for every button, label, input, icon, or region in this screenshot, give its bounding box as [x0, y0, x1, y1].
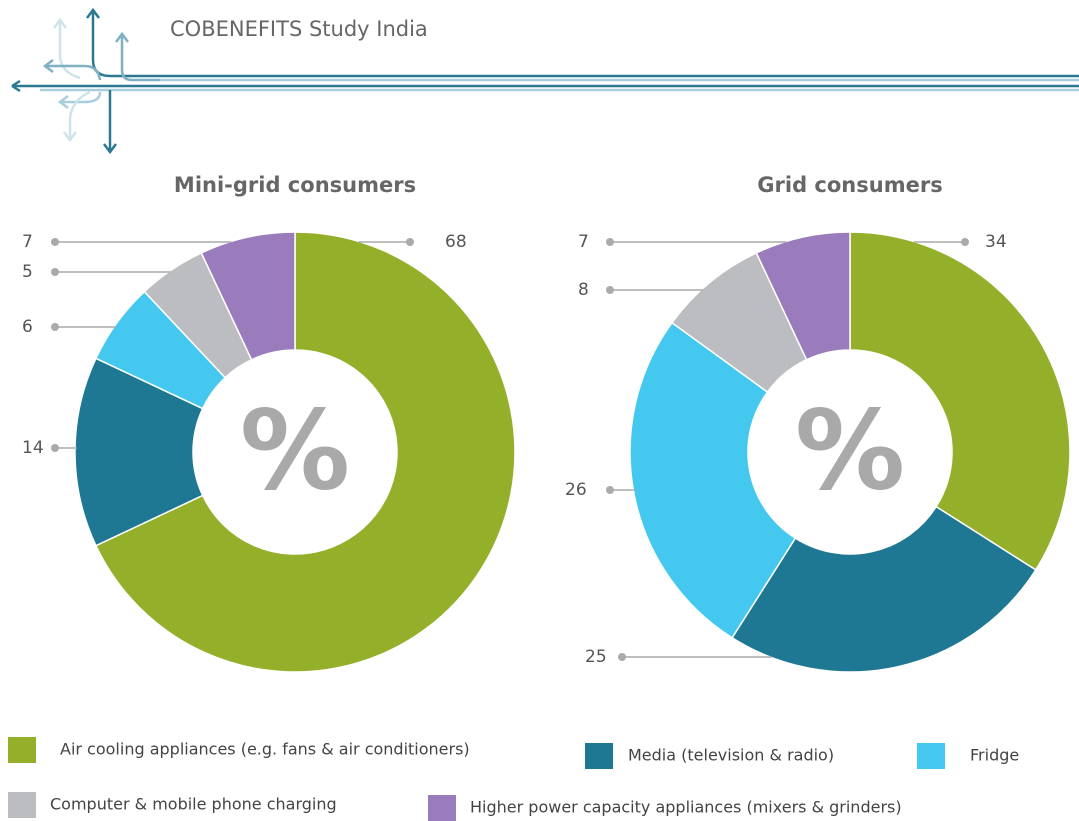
leader-dot — [618, 653, 626, 661]
data-label: 26 — [565, 480, 587, 500]
header-title: COBENEFITS Study India — [170, 17, 428, 41]
legend-label: Air cooling appliances (e.g. fans & air … — [60, 740, 470, 759]
donut-slice — [849, 231, 1071, 571]
data-label: 14 — [22, 438, 44, 458]
center-label: % — [240, 386, 350, 514]
chart-title: Grid consumers — [757, 173, 942, 197]
legend-swatch — [428, 795, 456, 821]
data-label: 8 — [578, 280, 589, 300]
legend-label: Computer & mobile phone charging — [50, 795, 337, 814]
leader-dot — [606, 486, 614, 494]
donut-slice — [731, 505, 1037, 673]
leader-dot — [606, 286, 614, 294]
leader-dot — [51, 323, 59, 331]
legend-swatch — [8, 737, 36, 763]
legend-label: Higher power capacity appliances (mixers… — [470, 798, 902, 817]
donut-slice — [629, 321, 797, 639]
leader-dot — [51, 238, 59, 246]
center-label: % — [795, 386, 905, 514]
data-label: 7 — [22, 232, 33, 252]
leader-dot — [961, 238, 969, 246]
legend-label: Fridge — [970, 746, 1019, 765]
leader-dot — [51, 268, 59, 276]
legend-swatch — [8, 792, 36, 818]
legend-label: Media (television & radio) — [628, 746, 834, 765]
leader-dot — [606, 238, 614, 246]
logo — [11, 7, 1079, 155]
data-label: 6 — [22, 317, 33, 337]
data-label: 34 — [985, 232, 1007, 252]
donut-slice — [74, 357, 204, 547]
leader-dot — [51, 444, 59, 452]
leader-dot — [406, 238, 414, 246]
donut-slice — [94, 231, 516, 673]
legend-swatch — [585, 743, 613, 769]
data-label: 25 — [585, 647, 607, 667]
legend-swatch — [917, 743, 945, 769]
chart-title: Mini-grid consumers — [174, 173, 416, 197]
data-label: 68 — [445, 232, 467, 252]
data-label: 5 — [22, 262, 33, 282]
data-label: 7 — [578, 232, 589, 252]
